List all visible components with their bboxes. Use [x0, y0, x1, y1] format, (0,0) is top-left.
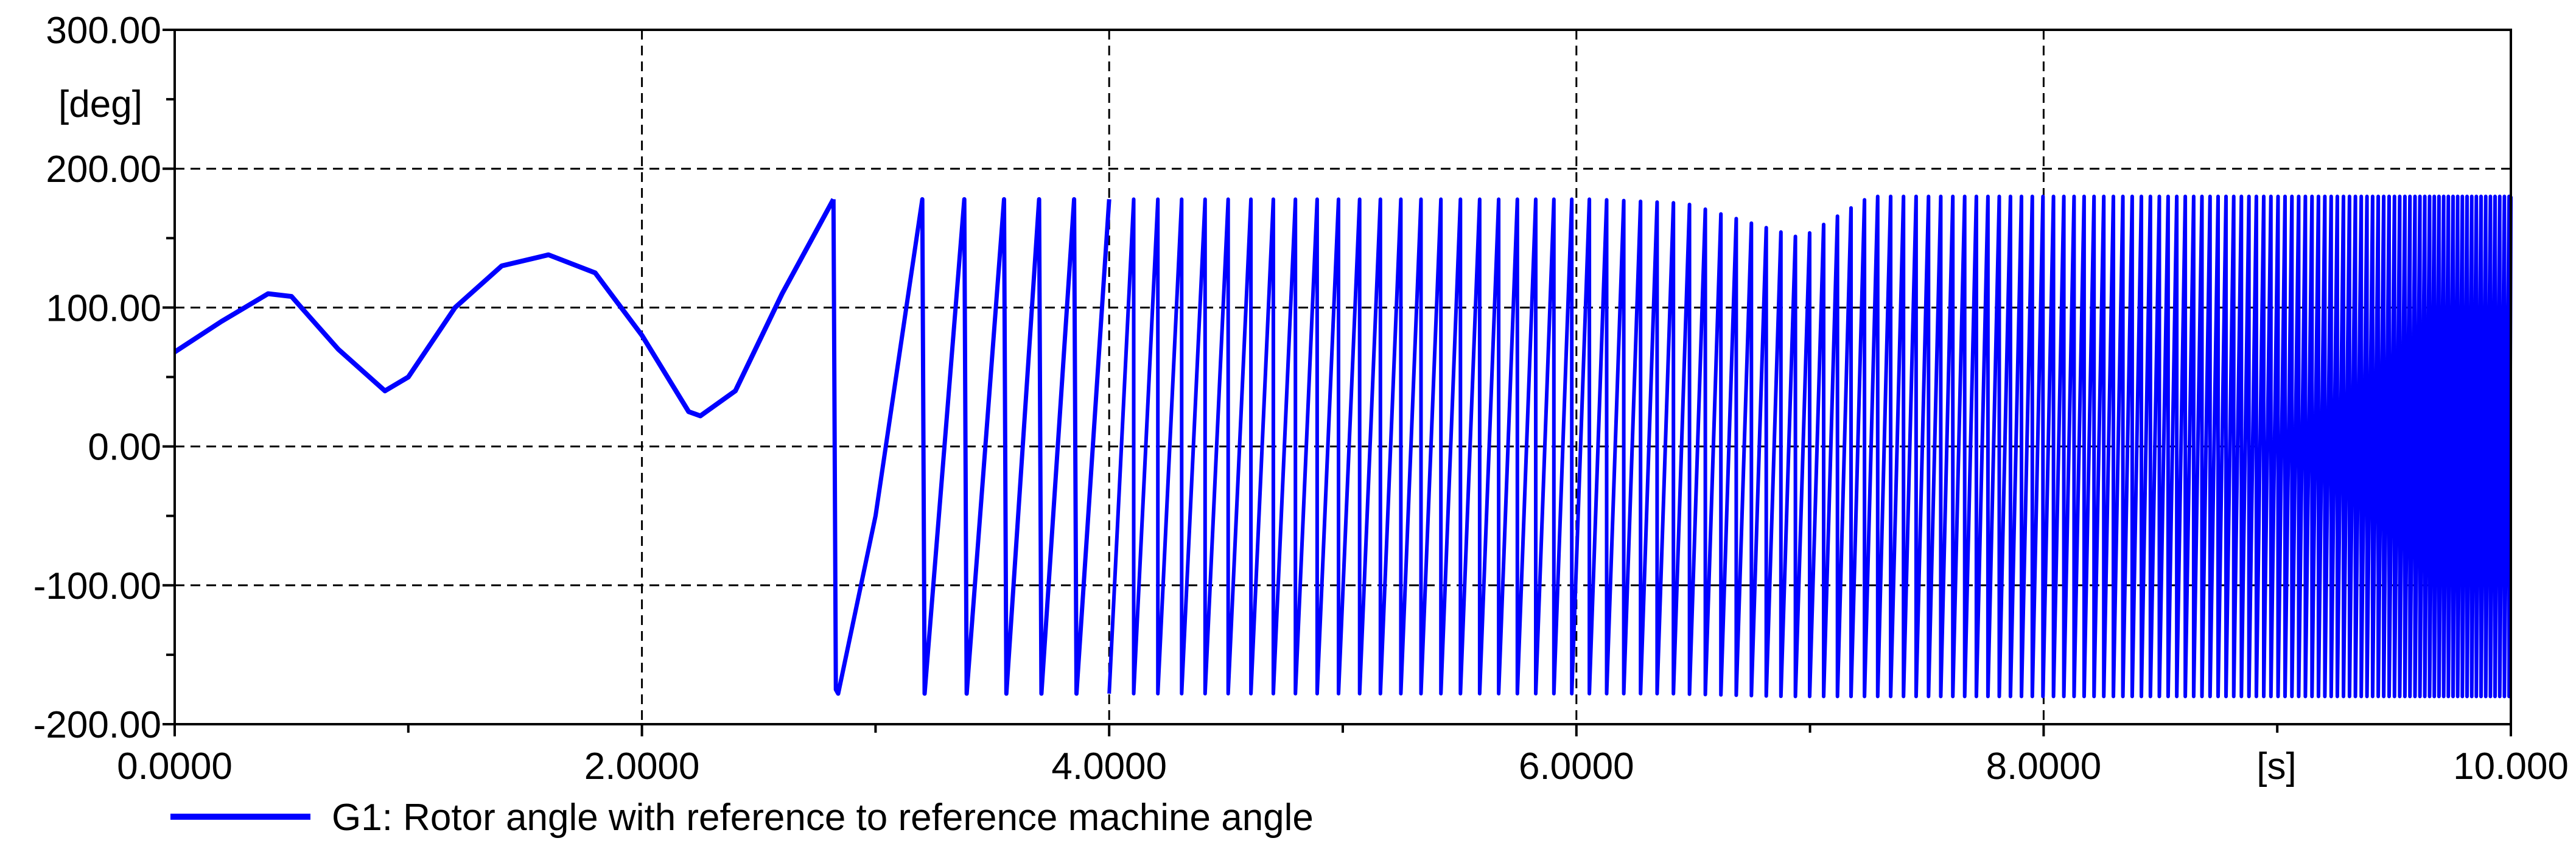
legend-entry-label: G1: Rotor angle with reference to refere…	[332, 797, 1314, 839]
x-tick-label: 10.000	[2453, 746, 2569, 787]
y-axis-ticks: -200.00 -100.00 0.00 100.00 200.00 300.00	[33, 10, 175, 746]
y-tick-label: 0.00	[88, 427, 161, 469]
series-line-oscillation	[1107, 194, 2513, 699]
x-axis-ticks: 0.0000 2.0000 4.0000 6.0000 8.0000 10.000	[117, 724, 2569, 787]
y-tick-label: 200.00	[46, 148, 161, 190]
x-tick-label: 2.0000	[584, 746, 700, 787]
y-tick-label: -100.00	[33, 565, 161, 607]
y-axis-unit-label: [deg]	[58, 83, 142, 125]
series-line-early-slips	[831, 197, 1111, 696]
y-tick-label: 100.00	[46, 287, 161, 329]
legend: G1: Rotor angle with reference to refere…	[170, 797, 1314, 839]
x-axis-unit-label: [s]	[2256, 746, 2296, 787]
y-tick-label: 300.00	[46, 10, 161, 52]
x-tick-label: 0.0000	[117, 746, 233, 787]
series-layer	[173, 194, 2513, 699]
x-tick-label: 8.0000	[1986, 746, 2102, 787]
x-tick-label: 4.0000	[1051, 746, 1167, 787]
y-tick-label: -200.00	[33, 704, 161, 746]
series-line-pre-slip	[173, 198, 836, 419]
x-tick-label: 6.0000	[1519, 746, 1634, 787]
